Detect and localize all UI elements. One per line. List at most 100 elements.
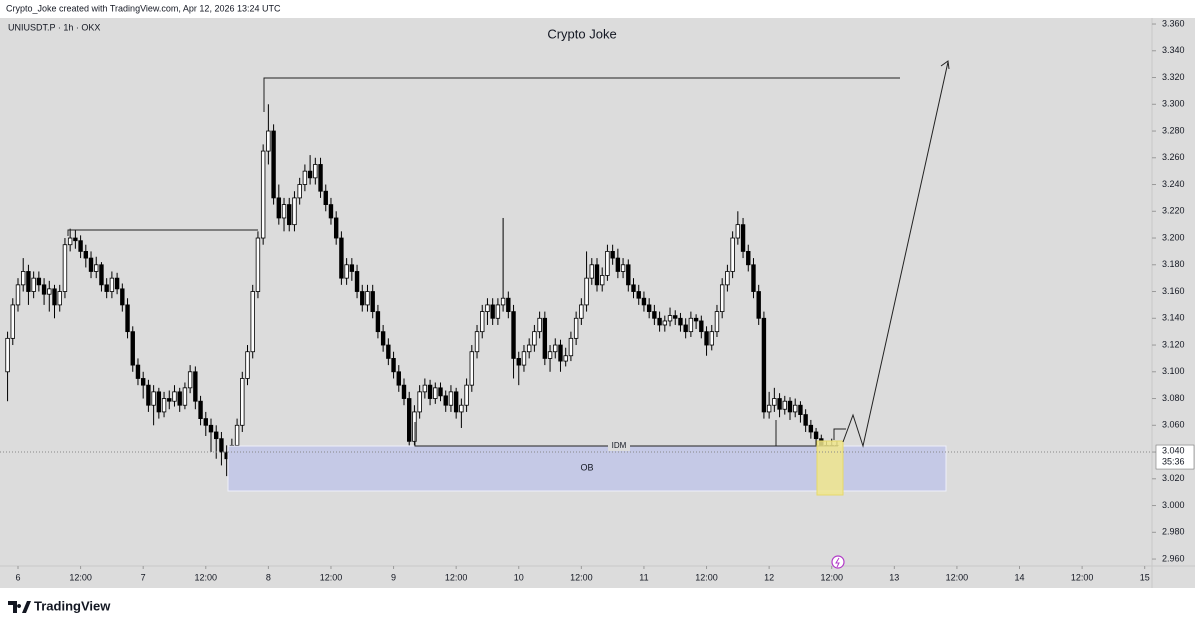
ob-label: OB (580, 462, 593, 472)
candle-body (693, 317, 699, 322)
candle-body (480, 311, 485, 333)
x-tick-label: 13 (889, 572, 899, 582)
candle-body (427, 384, 433, 399)
y-tick-label: 3.240 (1162, 179, 1185, 189)
candle-body (339, 237, 344, 279)
candle-body (495, 304, 501, 319)
candle-body (287, 204, 292, 226)
candle-body (193, 371, 198, 402)
candle-body (47, 288, 52, 295)
chart-background (0, 18, 1195, 588)
candle-body (631, 284, 636, 292)
candle-body (542, 317, 548, 359)
candle-body (250, 291, 255, 353)
candle-body (276, 197, 282, 219)
y-tick-label: 3.100 (1162, 366, 1185, 376)
candle-body (120, 288, 125, 306)
y-tick-label: 3.260 (1162, 152, 1185, 162)
candle-body (652, 311, 657, 319)
candle-body (31, 277, 36, 292)
candle-body (260, 150, 266, 239)
candle-body (448, 391, 454, 406)
candle-body (182, 387, 188, 406)
candle-body (354, 271, 360, 292)
candle-body (443, 395, 448, 406)
candle-body (391, 358, 396, 373)
y-tick-label: 3.140 (1162, 313, 1185, 323)
event-icon[interactable] (831, 555, 845, 569)
x-tick-label: 11 (639, 572, 648, 582)
candle-body (240, 378, 245, 426)
y-tick-label: 2.960 (1162, 553, 1185, 563)
candle-body (146, 384, 151, 406)
candle-body (333, 217, 339, 239)
candle-body (787, 400, 793, 413)
candle-body (99, 264, 104, 286)
candle-body (15, 284, 21, 306)
candle-body (464, 384, 469, 406)
candle-body (396, 371, 401, 386)
y-tick-label: 3.000 (1162, 500, 1185, 510)
candle-body (516, 358, 521, 366)
candle-body (793, 404, 798, 413)
candle-body (485, 304, 490, 312)
x-tick-label: 14 (1015, 572, 1025, 582)
candle-body (370, 291, 375, 312)
candle-body (167, 398, 172, 402)
candle-body (172, 391, 177, 402)
candle-body (380, 331, 386, 346)
candle-body (740, 224, 746, 252)
candle-body (777, 398, 782, 410)
candle-body (36, 277, 42, 286)
candle-body (130, 331, 135, 366)
last-price-label: 3.040 (1162, 445, 1185, 455)
candle-body (135, 364, 141, 379)
candle-body (187, 371, 193, 389)
x-tick-label: 12:00 (195, 572, 218, 582)
candle-body (151, 391, 156, 406)
candle-body (667, 315, 673, 322)
candle-body (438, 387, 443, 397)
symbol-label: UNIUSDT.P · 1h · OKX (8, 22, 100, 32)
candle-body (57, 291, 62, 306)
logo: TradingView (8, 598, 111, 613)
header-bar (0, 0, 1200, 18)
x-tick-label: 12 (764, 572, 774, 582)
x-tick-label: 12:00 (695, 572, 718, 582)
candle-body (297, 184, 302, 199)
x-tick-label: 12:00 (1071, 572, 1094, 582)
candle-body (547, 351, 553, 359)
candle-body (433, 387, 438, 399)
candle-body (52, 288, 57, 306)
candle-body (657, 317, 662, 326)
last-price-box (1155, 444, 1195, 470)
candle-body (245, 351, 250, 379)
x-tick-label: 12:00 (570, 572, 593, 582)
x-tick-label: 8 (266, 572, 271, 582)
candle-body (360, 291, 365, 306)
candle-body (318, 164, 323, 192)
candle-body (636, 291, 641, 299)
y-tick-label: 3.120 (1162, 339, 1185, 349)
candle-body (782, 400, 787, 410)
candle-body (401, 384, 407, 399)
candle-body (709, 331, 714, 346)
candle-body (594, 264, 600, 286)
candle-body (641, 297, 647, 306)
candle-body (620, 264, 626, 272)
candle-body (292, 197, 297, 226)
candle-body (683, 324, 688, 333)
candle-body (605, 251, 610, 276)
candle-body (735, 224, 741, 239)
candle-body (214, 431, 219, 440)
candle-body (563, 355, 568, 362)
candle-body (532, 331, 537, 346)
candle-body (62, 244, 68, 292)
candle-body (125, 304, 130, 333)
candle-body (198, 400, 203, 420)
arrow-head (940, 60, 950, 70)
candle-body (453, 391, 459, 413)
candle-body (584, 277, 589, 306)
candle-body (506, 297, 511, 312)
